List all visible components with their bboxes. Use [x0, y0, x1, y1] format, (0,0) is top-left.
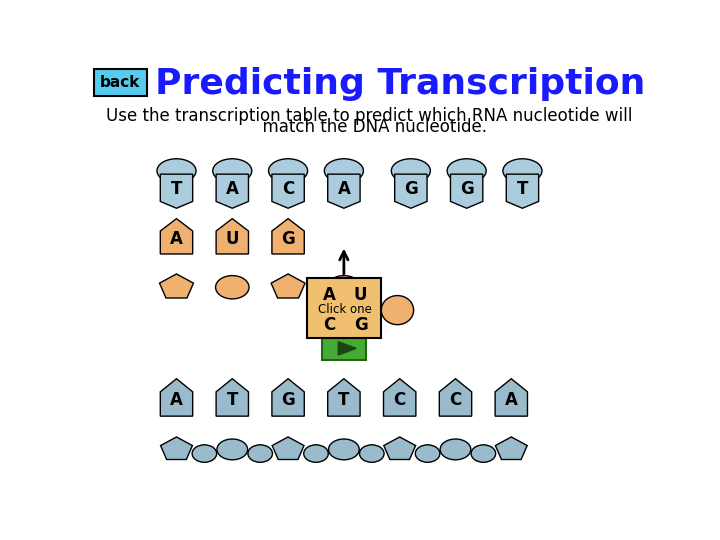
Text: A: A	[323, 286, 336, 303]
Ellipse shape	[503, 159, 542, 183]
Ellipse shape	[327, 275, 361, 299]
Ellipse shape	[447, 159, 486, 183]
Polygon shape	[328, 174, 360, 208]
FancyBboxPatch shape	[307, 278, 382, 339]
Ellipse shape	[392, 159, 431, 183]
Polygon shape	[160, 274, 194, 298]
Ellipse shape	[304, 445, 328, 462]
Text: T: T	[517, 180, 528, 199]
Polygon shape	[272, 219, 305, 254]
Polygon shape	[272, 174, 305, 208]
Text: Click one: Click one	[318, 303, 372, 316]
Polygon shape	[451, 174, 483, 208]
Ellipse shape	[415, 445, 440, 462]
Text: C: C	[282, 180, 294, 199]
Text: G: G	[282, 230, 295, 248]
Polygon shape	[328, 379, 360, 416]
Polygon shape	[506, 174, 539, 208]
Text: T: T	[338, 392, 350, 409]
Text: U: U	[225, 230, 239, 248]
Ellipse shape	[359, 445, 384, 462]
Ellipse shape	[248, 445, 272, 462]
Polygon shape	[161, 437, 192, 460]
Text: C: C	[394, 392, 406, 409]
Polygon shape	[216, 379, 248, 416]
Text: U: U	[354, 286, 367, 303]
Polygon shape	[384, 437, 415, 460]
Polygon shape	[272, 437, 304, 460]
Polygon shape	[439, 379, 472, 416]
Polygon shape	[271, 274, 305, 298]
Text: T: T	[171, 180, 182, 199]
Text: G: G	[354, 316, 367, 334]
Polygon shape	[395, 174, 427, 208]
Polygon shape	[161, 219, 193, 254]
Ellipse shape	[324, 159, 364, 183]
Ellipse shape	[213, 159, 252, 183]
FancyBboxPatch shape	[94, 69, 147, 96]
Polygon shape	[161, 174, 193, 208]
FancyBboxPatch shape	[322, 337, 366, 360]
Ellipse shape	[269, 159, 307, 183]
Text: match the DNA nucleotide.: match the DNA nucleotide.	[251, 118, 487, 136]
Ellipse shape	[328, 439, 359, 460]
Polygon shape	[272, 379, 305, 416]
Text: C: C	[449, 392, 462, 409]
Ellipse shape	[217, 439, 248, 460]
Text: G: G	[282, 392, 295, 409]
Text: C: C	[323, 316, 336, 334]
Text: Use the transcription table to predict which RNA nucleotide will: Use the transcription table to predict w…	[106, 106, 632, 125]
Ellipse shape	[157, 159, 196, 183]
Ellipse shape	[192, 445, 217, 462]
Text: G: G	[404, 180, 418, 199]
Ellipse shape	[440, 439, 471, 460]
Polygon shape	[495, 437, 527, 460]
Text: Predicting Transcription: Predicting Transcription	[155, 66, 645, 100]
Polygon shape	[216, 219, 248, 254]
Text: A: A	[338, 180, 351, 199]
Polygon shape	[161, 379, 193, 416]
Text: A: A	[226, 180, 239, 199]
Text: A: A	[170, 230, 183, 248]
Text: A: A	[170, 392, 183, 409]
Ellipse shape	[382, 295, 414, 325]
Text: back: back	[100, 75, 140, 90]
Polygon shape	[216, 174, 248, 208]
Polygon shape	[338, 342, 356, 355]
Text: A: A	[505, 392, 518, 409]
Ellipse shape	[215, 275, 249, 299]
Ellipse shape	[471, 445, 495, 462]
Text: G: G	[460, 180, 474, 199]
Text: T: T	[227, 392, 238, 409]
Polygon shape	[384, 379, 416, 416]
Polygon shape	[495, 379, 528, 416]
